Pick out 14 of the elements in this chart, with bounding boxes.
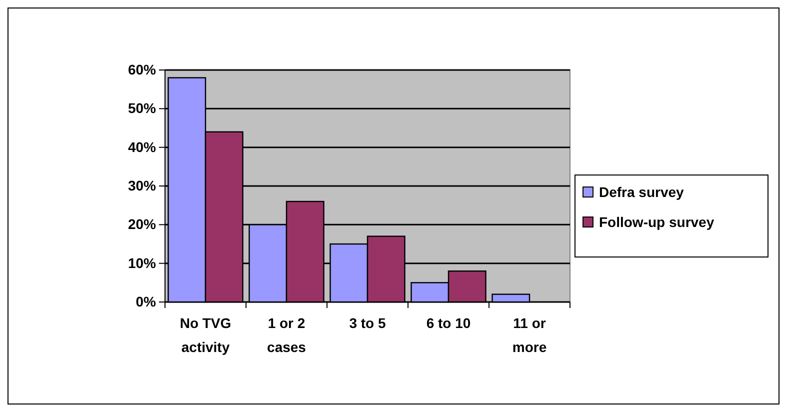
y-tick-label: 60% <box>128 61 157 78</box>
y-tick-label: 0% <box>136 293 157 310</box>
legend-label: Defra survey <box>599 184 684 200</box>
x-tick-label: 3 to 5 <box>349 315 386 331</box>
y-tick-label: 50% <box>128 100 157 116</box>
y-tick-label: 40% <box>128 138 157 155</box>
x-tick-label: 11 or more <box>512 315 547 355</box>
x-tick-label: No TVG activity <box>180 315 232 355</box>
y-tick-label: 20% <box>128 216 157 232</box>
y-tick-label: 10% <box>128 254 157 271</box>
legend-label: Follow-up survey <box>599 214 714 230</box>
x-tick-label: 6 to 10 <box>426 315 471 331</box>
x-tick-label: 1 or 2 cases <box>267 315 306 355</box>
y-tick-label: 30% <box>128 177 157 194</box>
